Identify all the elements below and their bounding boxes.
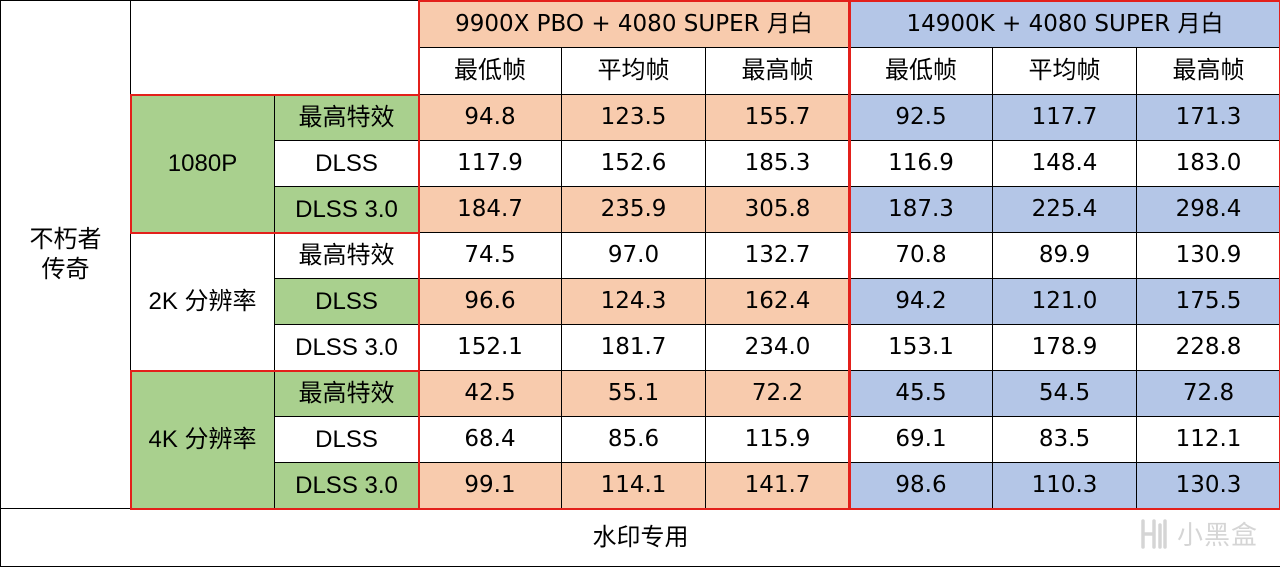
value-cell: 121.0: [992, 278, 1137, 325]
metric-header: 平均帧: [561, 47, 706, 95]
value-cell: 92.5: [849, 94, 993, 141]
value-cell: 117.9: [418, 140, 562, 187]
value-cell: 178.9: [992, 324, 1137, 371]
footer-note: 水印专用: [0, 508, 1280, 567]
value-cell: 171.3: [1136, 94, 1280, 141]
value-cell: 152.1: [418, 324, 562, 371]
value-cell: 234.0: [705, 324, 850, 371]
value-cell: 54.5: [992, 370, 1137, 417]
value-cell: 72.8: [1136, 370, 1280, 417]
watermark-text: 小黑盒: [1176, 521, 1258, 551]
value-cell: 183.0: [1136, 140, 1280, 187]
setting-cell: DLSS: [274, 278, 419, 325]
value-cell: 89.9: [992, 232, 1137, 279]
metric-header: 平均帧: [992, 47, 1137, 95]
value-cell: 45.5: [849, 370, 993, 417]
setting-cell: 最高特效: [274, 232, 419, 279]
value-cell: 96.6: [418, 278, 562, 325]
config-header: 14900K + 4080 SUPER 月白: [849, 0, 1280, 48]
value-cell: 130.9: [1136, 232, 1280, 279]
value-cell: 110.3: [992, 462, 1137, 509]
value-cell: 116.9: [849, 140, 993, 187]
value-cell: 225.4: [992, 186, 1137, 233]
heybox-logo-icon: [1141, 518, 1167, 549]
value-cell: 72.2: [705, 370, 850, 417]
value-cell: 112.1: [1136, 416, 1280, 463]
value-cell: 68.4: [418, 416, 562, 463]
value-cell: 153.1: [849, 324, 993, 371]
resolution-cell: 2K 分辨率: [130, 232, 275, 371]
value-cell: 130.3: [1136, 462, 1280, 509]
value-cell: 235.9: [561, 186, 706, 233]
resolution-cell: 4K 分辨率: [130, 370, 275, 509]
value-cell: 155.7: [705, 94, 850, 141]
value-cell: 152.6: [561, 140, 706, 187]
setting-cell: DLSS 3.0: [274, 324, 419, 371]
header-blank-cell: [130, 0, 419, 95]
metric-header: 最高帧: [705, 47, 850, 95]
value-cell: 228.8: [1136, 324, 1280, 371]
value-cell: 298.4: [1136, 186, 1280, 233]
value-cell: 185.3: [705, 140, 850, 187]
value-cell: 187.3: [849, 186, 993, 233]
value-cell: 117.7: [992, 94, 1137, 141]
setting-cell: DLSS: [274, 140, 419, 187]
value-cell: 184.7: [418, 186, 562, 233]
value-cell: 162.4: [705, 278, 850, 325]
value-cell: 70.8: [849, 232, 993, 279]
value-cell: 123.5: [561, 94, 706, 141]
config-header: 9900X PBO + 4080 SUPER 月白: [418, 0, 850, 48]
setting-cell: 最高特效: [274, 94, 419, 141]
value-cell: 97.0: [561, 232, 706, 279]
resolution-cell: 1080P: [130, 94, 275, 233]
value-cell: 124.3: [561, 278, 706, 325]
value-cell: 115.9: [705, 416, 850, 463]
watermark: 小黑盒: [1137, 515, 1258, 552]
value-cell: 55.1: [561, 370, 706, 417]
setting-cell: DLSS 3.0: [274, 462, 419, 509]
value-cell: 141.7: [705, 462, 850, 509]
value-cell: 69.1: [849, 416, 993, 463]
value-cell: 148.4: [992, 140, 1137, 187]
value-cell: 74.5: [418, 232, 562, 279]
setting-cell: 最高特效: [274, 370, 419, 417]
value-cell: 98.6: [849, 462, 993, 509]
value-cell: 132.7: [705, 232, 850, 279]
value-cell: 305.8: [705, 186, 850, 233]
metric-header: 最低帧: [849, 47, 993, 95]
value-cell: 85.6: [561, 416, 706, 463]
setting-cell: DLSS: [274, 416, 419, 463]
setting-cell: DLSS 3.0: [274, 186, 419, 233]
value-cell: 42.5: [418, 370, 562, 417]
metric-header: 最低帧: [418, 47, 562, 95]
metric-header: 最高帧: [1136, 47, 1280, 95]
value-cell: 94.8: [418, 94, 562, 141]
value-cell: 181.7: [561, 324, 706, 371]
game-title-cell: 不朽者 传奇: [0, 0, 131, 509]
value-cell: 83.5: [992, 416, 1137, 463]
value-cell: 175.5: [1136, 278, 1280, 325]
value-cell: 99.1: [418, 462, 562, 509]
value-cell: 94.2: [849, 278, 993, 325]
value-cell: 114.1: [561, 462, 706, 509]
